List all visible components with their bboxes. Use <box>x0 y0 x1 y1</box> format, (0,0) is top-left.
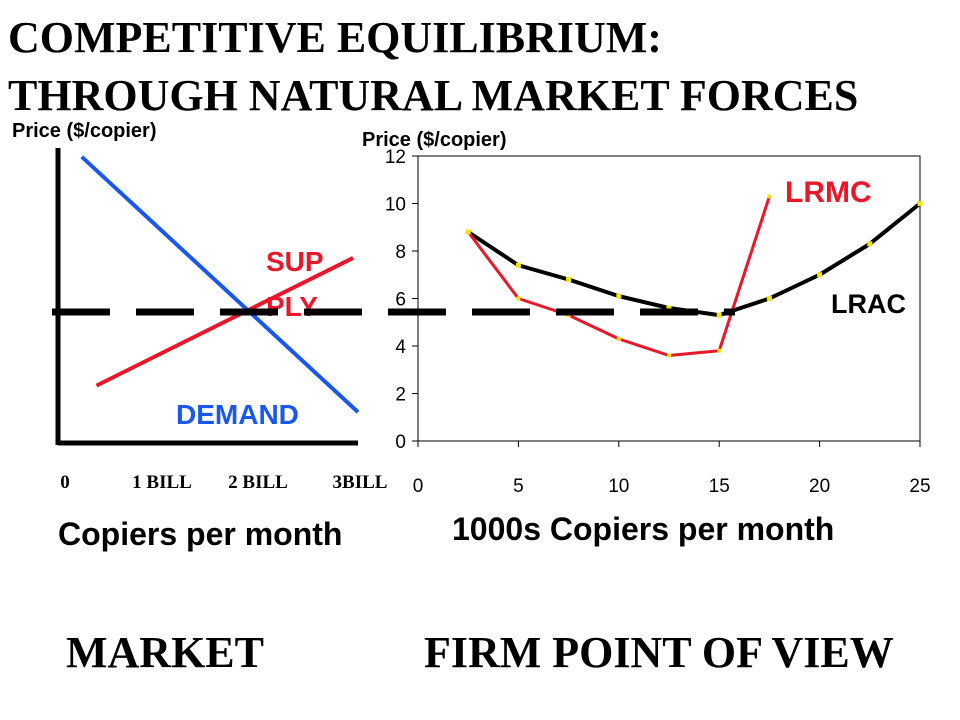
title-line-1: COMPETITIVE EQUILIBRIUM: <box>8 13 662 62</box>
lrmc-point <box>616 336 621 341</box>
firm-y-tick-label: 10 <box>385 195 406 216</box>
lrac-point <box>817 272 823 278</box>
market-x-tick-label: 1 BILL <box>132 472 192 493</box>
firm-y-axis-label: Price ($/copier) <box>362 129 507 151</box>
firm-caption: FIRM POINT OF VIEW <box>424 628 894 677</box>
lrac-point <box>566 277 572 282</box>
demand-line <box>80 155 360 414</box>
lrmc-point <box>466 230 471 234</box>
firm-x-tick-label: 5 <box>513 476 524 497</box>
lrmc-point <box>667 353 671 358</box>
lrac-point <box>917 201 923 206</box>
firm-x-tick-label: 15 <box>709 476 730 497</box>
firm-x-axis-label: 1000s Copiers per month <box>452 511 834 547</box>
firm-y-tick-label: 6 <box>395 290 406 311</box>
market-x-axis-label: Copiers per month <box>58 516 342 552</box>
firm-y-tick-label: 12 <box>385 147 406 168</box>
market-x-tick-label: 0 <box>60 472 70 493</box>
lrmc-point <box>767 194 772 199</box>
lrac-point <box>616 293 622 299</box>
firm-x-tick-label: 20 <box>809 476 830 497</box>
lrac-point <box>716 312 722 318</box>
firm-y-tick-label: 0 <box>395 432 406 453</box>
lrac-point <box>515 262 521 268</box>
firm-x-tick-label: 25 <box>909 476 930 497</box>
lrac-point <box>867 241 873 247</box>
title-line-2: THROUGH NATURAL MARKET FORCES <box>8 71 859 120</box>
market-x-tick-label: 2 BILL <box>228 472 288 493</box>
firm-x-tick-label: 0 <box>413 476 424 497</box>
lrac-point <box>666 305 672 311</box>
lrmc-line <box>467 195 771 357</box>
lrmc-label: LRMC <box>785 176 872 209</box>
demand-label: DEMAND <box>176 399 299 430</box>
firm-y-tick-label: 4 <box>395 337 406 358</box>
firm-y-tick-label: 8 <box>395 242 406 263</box>
lrac-label: LRAC <box>831 289 906 319</box>
market-x-tick-label: 3BILL <box>333 472 388 493</box>
firm-y-tick-label: 2 <box>395 385 406 406</box>
market-y-axis-label: Price ($/copier) <box>12 120 157 142</box>
supply-line <box>95 256 354 388</box>
market-caption: MARKET <box>66 628 264 677</box>
supply-label-line-2: PLY <box>266 291 318 322</box>
lrac-point <box>766 296 772 301</box>
supply-label-line-1: SUP <box>266 246 324 277</box>
lrmc-point <box>516 296 521 301</box>
lrmc-point <box>717 348 722 353</box>
firm-x-tick-label: 10 <box>608 476 629 497</box>
